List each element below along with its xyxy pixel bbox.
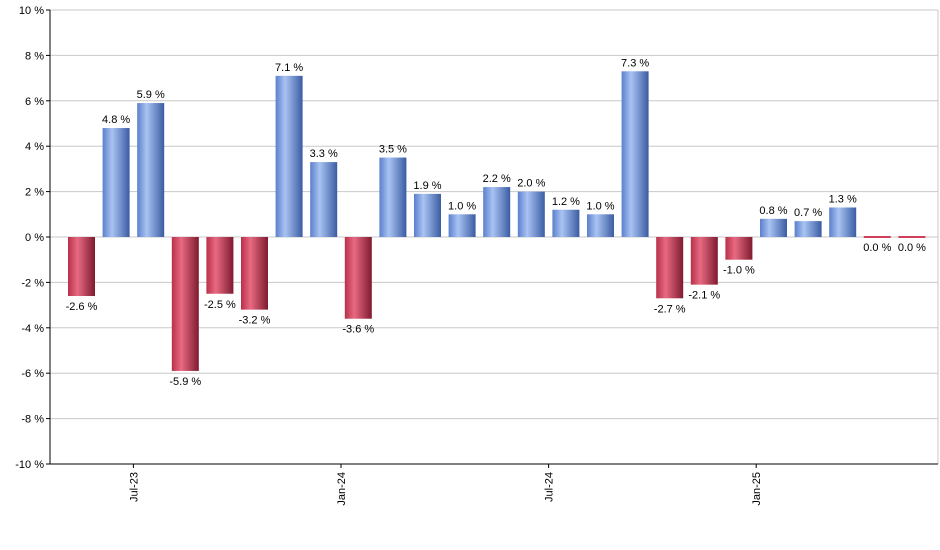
data-label: 3.3 % xyxy=(310,148,338,160)
bar xyxy=(656,237,684,299)
x-tick-label: Jul-24 xyxy=(544,472,556,502)
data-label: 4.8 % xyxy=(102,114,130,126)
bar xyxy=(241,237,268,310)
bar xyxy=(552,209,580,237)
y-tick-label: 10 % xyxy=(19,5,44,17)
x-tick-label: Jan-25 xyxy=(751,472,763,506)
bar xyxy=(275,75,303,237)
bar xyxy=(517,191,545,237)
bar xyxy=(725,237,753,260)
data-label: 0.7 % xyxy=(794,207,822,219)
y-tick-label: 2 % xyxy=(25,187,44,199)
y-tick-label: 6 % xyxy=(25,96,44,108)
y-tick-label: -4 % xyxy=(21,323,44,335)
bar xyxy=(344,237,372,319)
x-tick-label: Jan-24 xyxy=(336,472,348,506)
data-label: 1.3 % xyxy=(829,193,857,205)
bar xyxy=(137,103,165,237)
y-tick-label: -8 % xyxy=(21,414,44,426)
y-tick-label: 8 % xyxy=(25,50,44,62)
data-label: 0.8 % xyxy=(759,205,787,217)
bar xyxy=(760,218,787,237)
bar xyxy=(68,237,95,297)
data-label: -2.6 % xyxy=(66,301,98,313)
data-label: 2.2 % xyxy=(483,173,511,185)
data-label: 1.0 % xyxy=(586,200,614,212)
bar xyxy=(448,214,476,237)
data-label: 1.2 % xyxy=(552,196,580,208)
bar xyxy=(483,187,511,237)
bar xyxy=(102,128,130,237)
data-label: -3.6 % xyxy=(342,324,374,336)
y-tick-label: -10 % xyxy=(15,459,44,471)
y-tick-label: -2 % xyxy=(21,277,44,289)
data-label: -2.7 % xyxy=(654,303,686,315)
data-label: 7.3 % xyxy=(621,57,649,69)
bar xyxy=(171,237,199,371)
bar xyxy=(794,221,822,237)
data-label: 2.0 % xyxy=(517,178,545,190)
data-label: 3.5 % xyxy=(379,144,407,156)
data-label: 1.9 % xyxy=(413,180,441,192)
data-labels: -2.6 % 4.8 % 5.9 % -5.9 % -2.5 %-3.2 % 7.1 % 3… xyxy=(66,57,927,388)
axes: 10 % 8 % 6 % 4 % 2 % 0 % -2 % -4 % -6 % -8 % -10 %… xyxy=(15,5,938,506)
bar xyxy=(863,236,891,238)
bar xyxy=(379,157,407,237)
bars xyxy=(68,71,926,371)
data-label: -1.0 % xyxy=(723,265,755,277)
data-label: 5.9 % xyxy=(137,89,165,101)
bar xyxy=(690,237,718,285)
bar xyxy=(829,207,857,237)
data-label: -2.5 % xyxy=(204,299,236,311)
data-label: 7.1 % xyxy=(275,62,303,74)
bar xyxy=(310,162,338,237)
data-label: 1.0 % xyxy=(448,200,476,212)
bar xyxy=(898,236,926,238)
data-label: 0.0 % xyxy=(898,242,926,254)
y-tick-label: -6 % xyxy=(21,368,44,380)
y-tick-label: 4 % xyxy=(25,141,44,153)
data-label: 0.0 % xyxy=(863,242,891,254)
data-label: -2.1 % xyxy=(688,290,720,302)
data-label: -3.2 % xyxy=(239,315,271,327)
bar xyxy=(587,214,614,237)
bar xyxy=(414,193,441,237)
bar xyxy=(621,71,649,237)
y-tick-label: 0 % xyxy=(25,232,44,244)
data-label: -5.9 % xyxy=(169,376,201,388)
x-tick-label: Jul-23 xyxy=(128,472,140,502)
bar xyxy=(206,237,234,294)
